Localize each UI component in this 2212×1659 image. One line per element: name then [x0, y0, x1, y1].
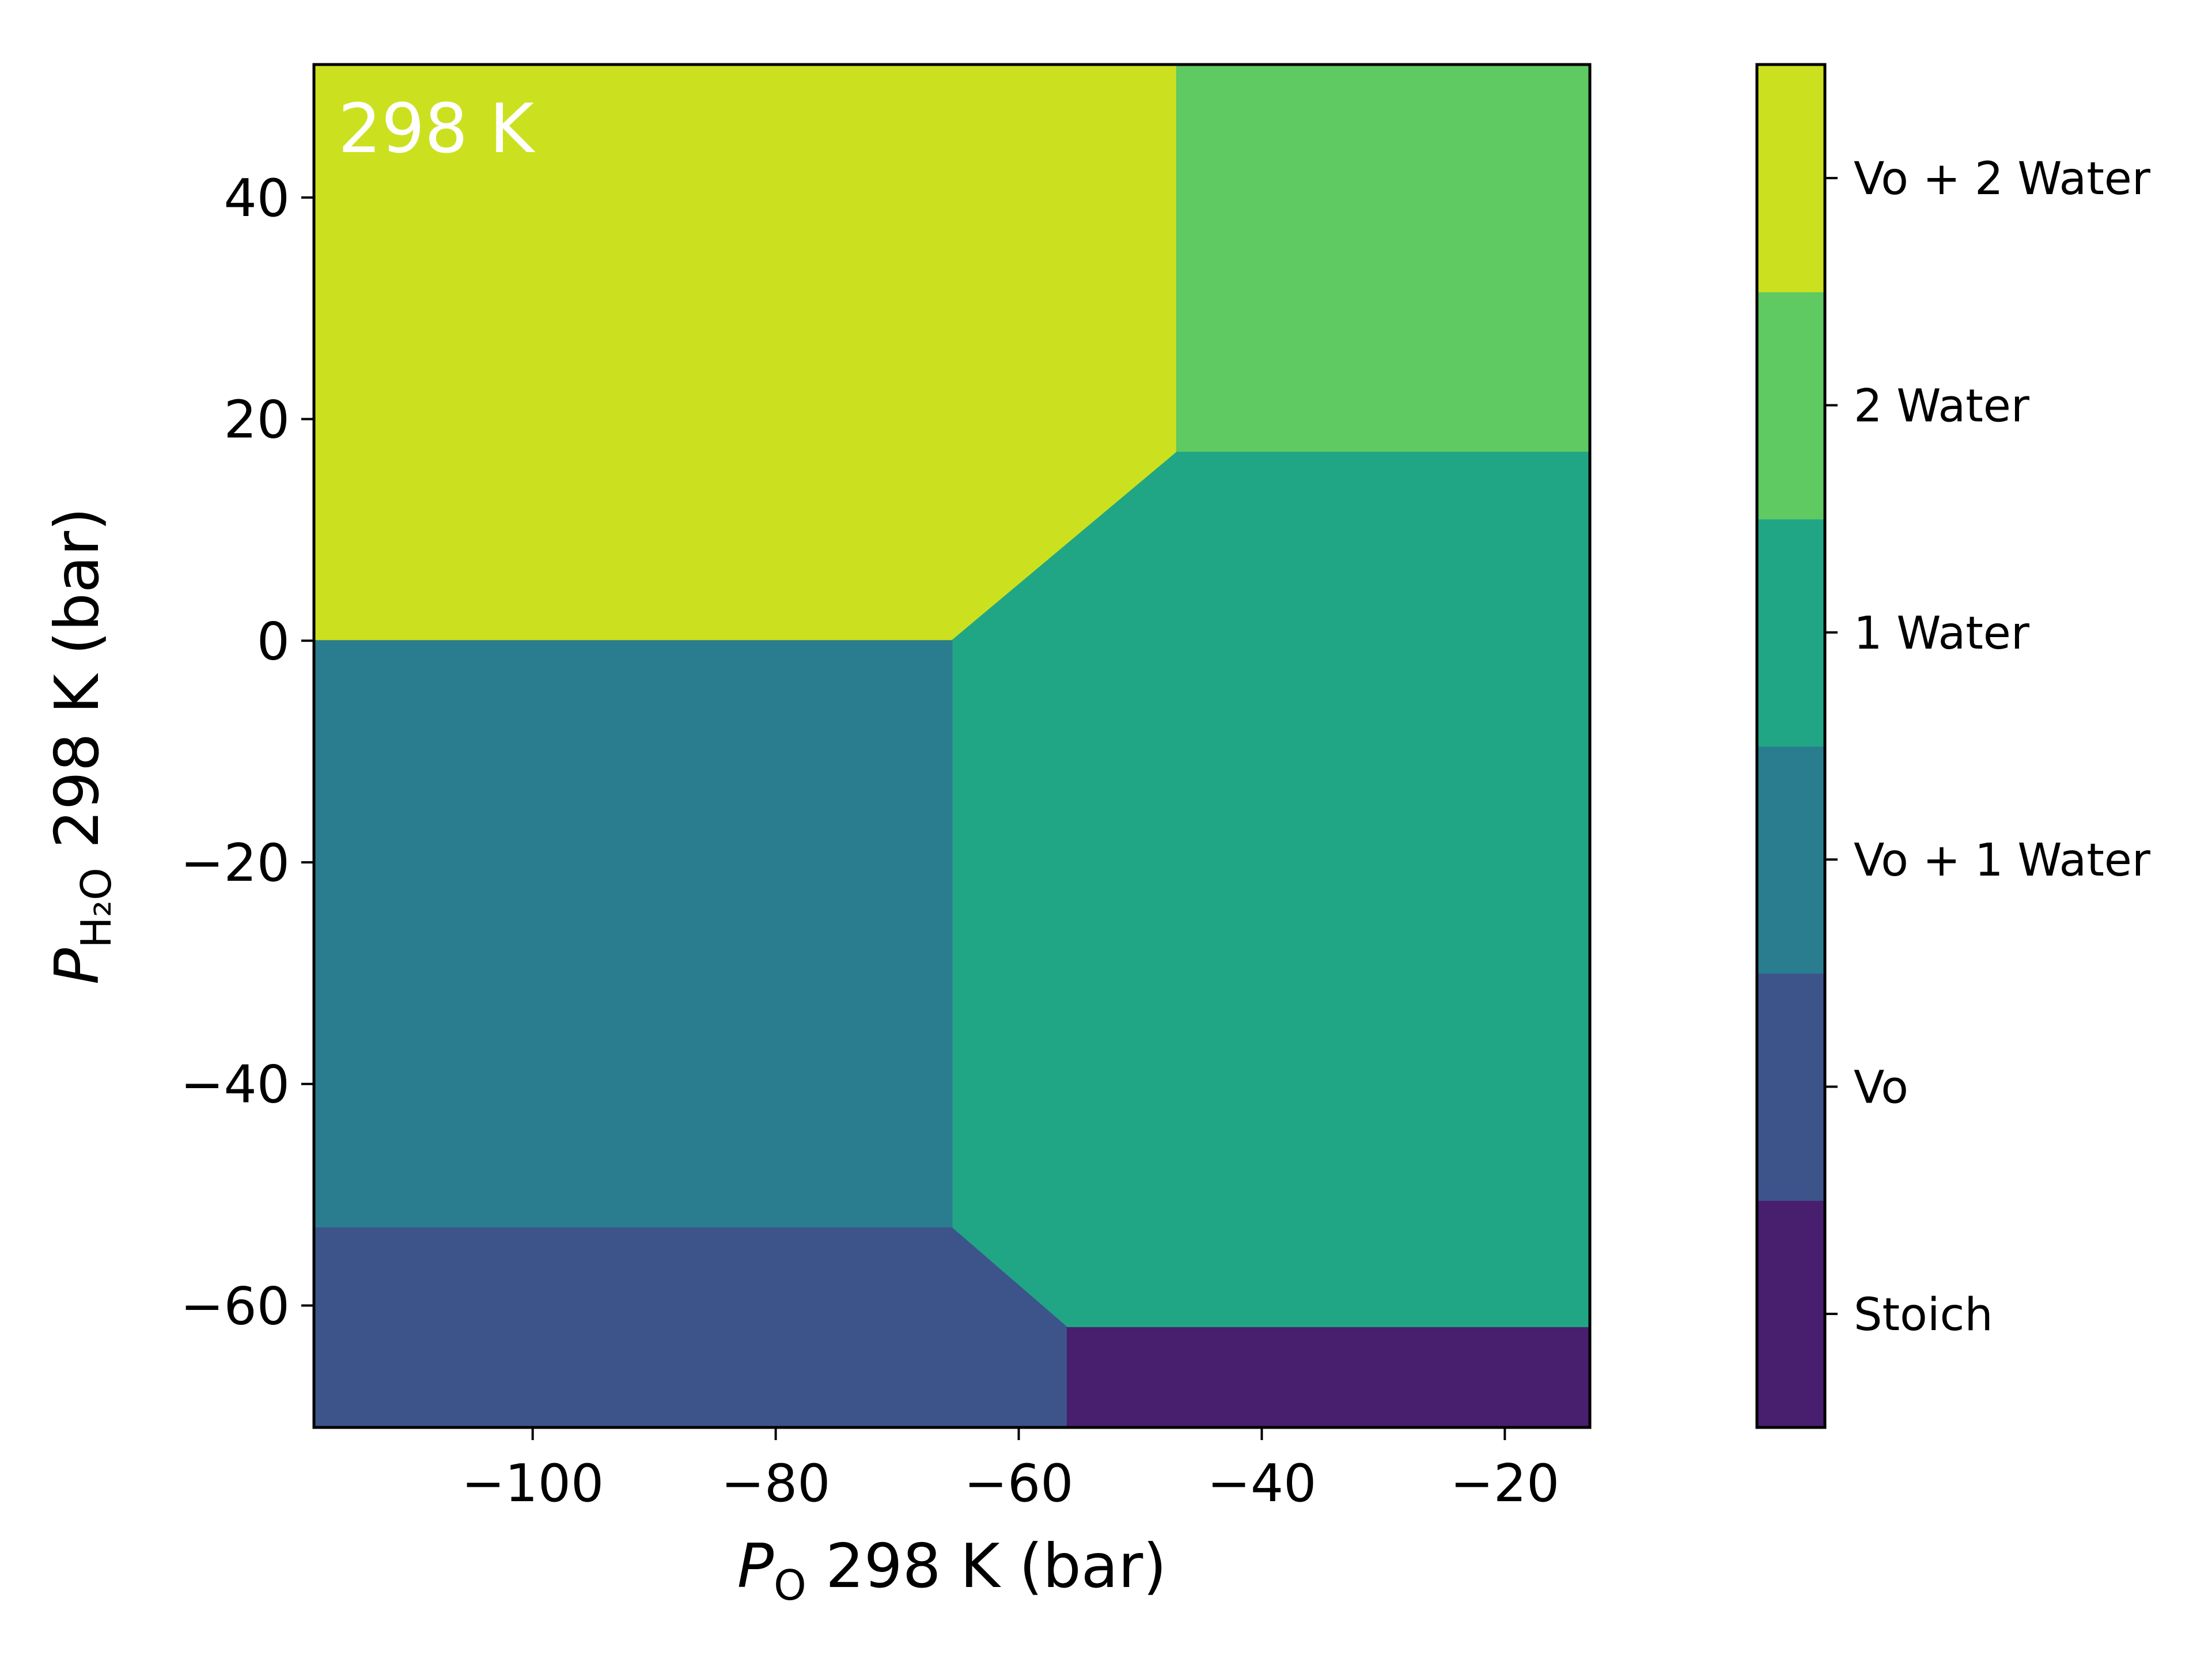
y-tick-label: −20: [180, 833, 290, 893]
region-stoich: [1066, 1327, 1590, 1428]
colorbar-label-1-water: 1 Water: [1854, 608, 2030, 660]
colorbar: Stoich Vo Vo + 1 Water 1 Water 2 Water Vo + 2…: [1755, 63, 2151, 1429]
colorbar-segment-vo-2-water: [1757, 65, 1825, 293]
region-vo-1-water: [313, 640, 953, 1229]
colorbar-segment-1-water: [1757, 518, 1825, 747]
region-2-water: [1176, 64, 1590, 453]
temperature-annotation: 298 K: [338, 89, 536, 168]
y-tick-label: 20: [224, 390, 290, 450]
region-vo: [313, 1227, 1068, 1428]
phase-regions: [313, 64, 1590, 1428]
y-tick-label: −40: [180, 1055, 290, 1115]
x-tick-label: −40: [1207, 1453, 1316, 1514]
colorbar-label-vo-1-water: Vo + 1 Water: [1854, 835, 2151, 887]
x-tick-label: −100: [461, 1453, 604, 1514]
x-tick-label: −60: [964, 1453, 1074, 1514]
y-tick-label: −60: [180, 1276, 290, 1336]
colorbar-label-2-water: 2 Water: [1854, 381, 2030, 433]
region-1-water: [951, 452, 1590, 1328]
y-tick-label: 0: [257, 611, 290, 672]
y-axis-ticks: 40 20 0 −20 −40 −60: [180, 168, 314, 1336]
colorbar-segment-vo-1-water: [1757, 746, 1825, 974]
colorbar-frame: [1755, 63, 1827, 1429]
colorbar-label-vo-2-water: Vo + 2 Water: [1854, 153, 2151, 205]
colorbar-label-stoich: Stoich: [1854, 1289, 1993, 1341]
colorbar-segment-stoich: [1757, 1200, 1825, 1428]
plot-frame: [312, 63, 1592, 1429]
x-axis-label: PO 298 K (bar): [737, 1531, 1167, 1609]
colorbar-segment-2-water: [1757, 291, 1825, 520]
y-tick-label: 40: [224, 168, 290, 229]
y-axis-label: PH₂O 298 K (bar): [42, 507, 120, 985]
x-tick-label: −80: [721, 1453, 831, 1514]
x-axis-ticks: −100 −80 −60 −40 −20: [461, 1427, 1559, 1514]
colorbar-segment-vo: [1757, 973, 1825, 1201]
x-tick-label: −20: [1450, 1453, 1559, 1514]
colorbar-label-vo: Vo: [1854, 1062, 1908, 1114]
